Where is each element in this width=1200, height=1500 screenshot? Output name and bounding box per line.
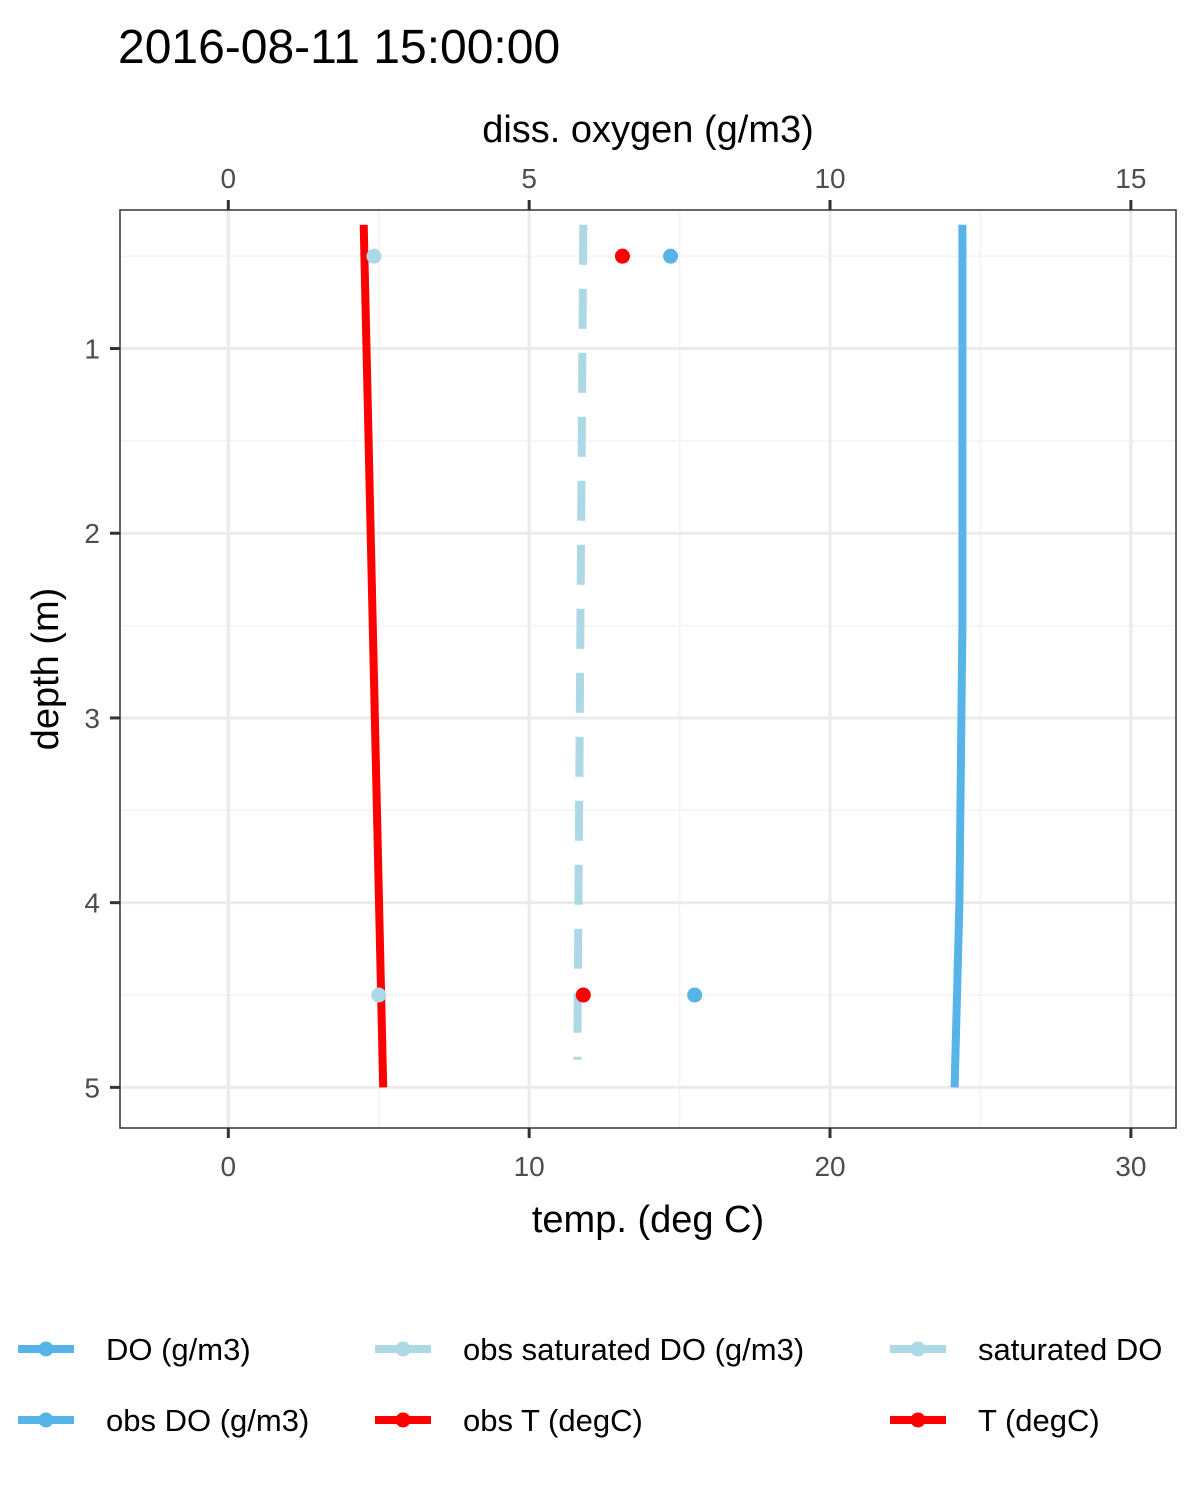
panel-border — [119, 209, 1177, 1129]
legend-key — [890, 1412, 946, 1428]
chart-title: 2016-08-11 15:00:00 — [118, 21, 560, 74]
grid — [120, 210, 1176, 1128]
series-line-saturated-do — [573, 224, 588, 1060]
series-line-do-g-m3 — [950, 224, 967, 1088]
bottom-axis-tick-label: 10 — [514, 1151, 545, 1182]
legend-key — [18, 1412, 74, 1428]
legend-label: obs T (degC) — [463, 1403, 643, 1438]
legend-label: saturated DO — [978, 1332, 1162, 1367]
legend-key-point — [38, 1341, 54, 1357]
legend-label: DO (g/m3) — [106, 1332, 251, 1367]
bottom-axis-tick-label: 30 — [1115, 1151, 1146, 1182]
legend-key — [375, 1412, 431, 1428]
data-point-obs-do-g-m3 — [687, 987, 703, 1003]
legend-label: T (degC) — [978, 1403, 1100, 1438]
y-axis-tick-label: 1 — [84, 334, 100, 365]
data-point-obs-do-g-m3 — [663, 248, 679, 264]
y-axis-tick-label: 3 — [84, 703, 100, 734]
legend-key — [375, 1341, 431, 1357]
top-axis-tick-label: 0 — [221, 163, 237, 194]
series-layer — [359, 224, 967, 1088]
y-axis-tick-label: 5 — [84, 1072, 100, 1103]
legend-key-point — [395, 1412, 411, 1428]
legend-key-point — [38, 1412, 54, 1428]
data-point-obs-saturated-do-g-m3 — [371, 987, 387, 1003]
axis-ticks: 0 10 20 30 0 5 10 15 1 2 3 4 5 — [84, 163, 1146, 1182]
legend-key — [890, 1341, 946, 1357]
bottom-axis-tick-label: 0 — [221, 1151, 237, 1182]
data-point-obs-saturated-do-g-m3 — [366, 248, 382, 264]
top-axis-tick-label: 5 — [521, 163, 537, 194]
legend-key-point — [395, 1341, 411, 1357]
y-axis-tick-label: 2 — [84, 518, 100, 549]
legend-key — [18, 1341, 74, 1357]
legend-key-point — [910, 1412, 926, 1428]
bottom-axis-tick-label: 20 — [814, 1151, 845, 1182]
data-point-obs-t-degc — [575, 987, 591, 1003]
y-axis-tick-label: 4 — [84, 888, 100, 919]
data-point-obs-t-degc — [614, 248, 630, 264]
top-axis-tick-label: 15 — [1115, 163, 1146, 194]
legend-key-point — [910, 1341, 926, 1357]
top-axis-tick-label: 10 — [814, 163, 845, 194]
top-axis-title: diss. oxygen (g/m3) — [482, 109, 814, 151]
series-line-t-degc — [359, 224, 388, 1088]
bottom-axis-title: temp. (deg C) — [532, 1199, 764, 1241]
legend: DO (g/m3) obs saturated DO (g/m3) saturate… — [18, 1332, 1162, 1438]
y-axis-title: depth (m) — [25, 588, 67, 751]
legend-label: obs saturated DO (g/m3) — [463, 1332, 804, 1367]
legend-label: obs DO (g/m3) — [106, 1403, 309, 1438]
